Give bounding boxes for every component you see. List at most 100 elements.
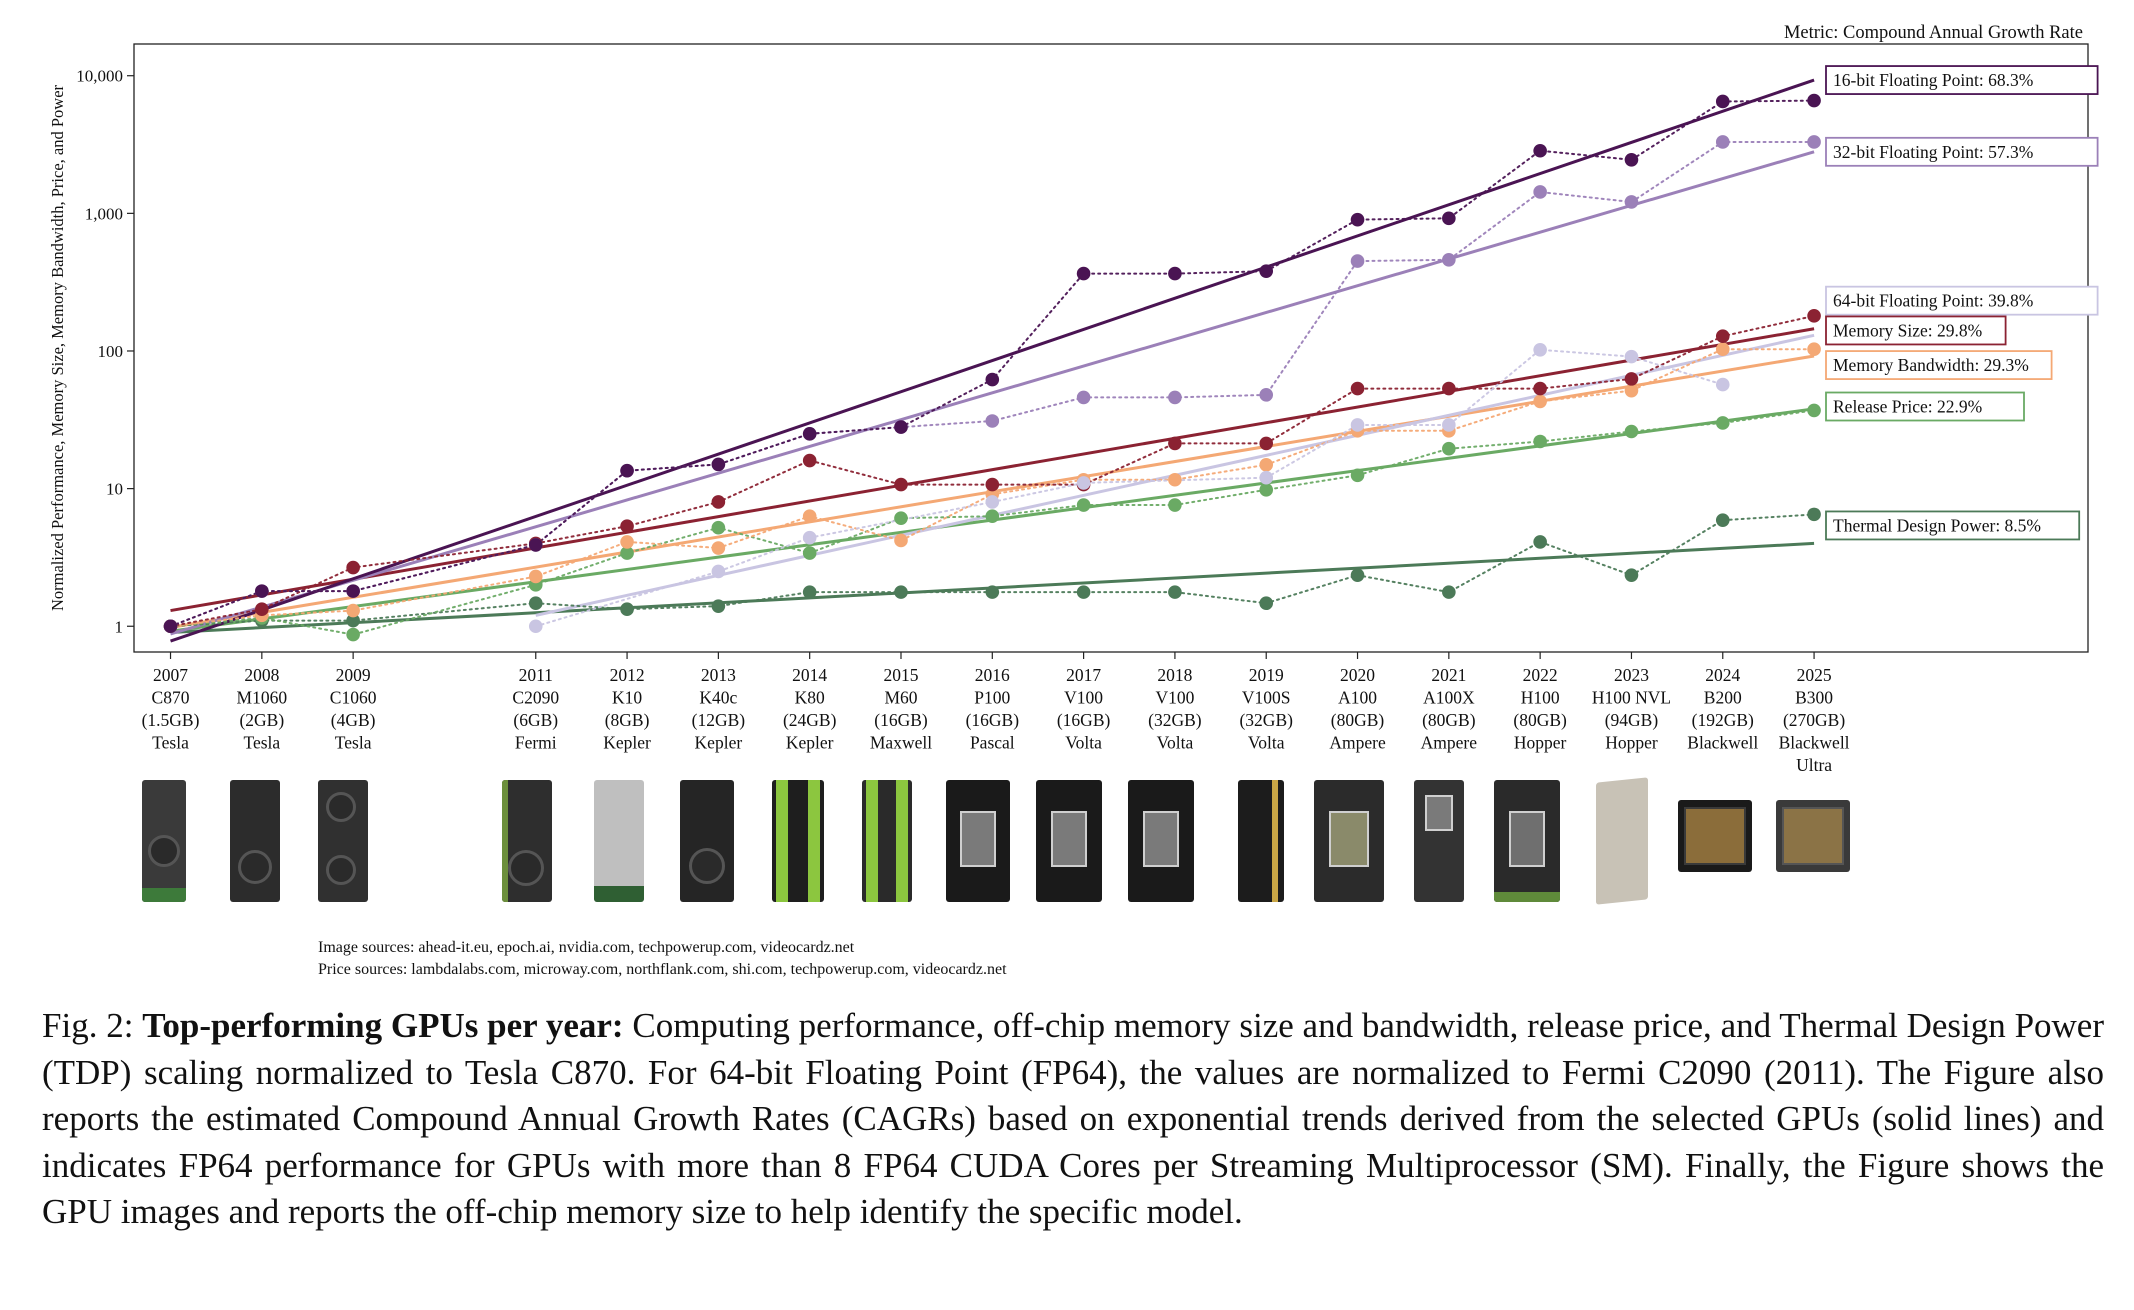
data-point-memory-size	[1168, 436, 1182, 451]
series-label-text: Thermal Design Power: 8.5%	[1833, 515, 2041, 535]
gpu-image-k80	[772, 780, 824, 902]
x-tick-line: C1060	[330, 688, 377, 708]
series-label-box	[1825, 315, 2007, 346]
x-tick-label-2007-c870: 2007 C870 (1.5GB) Tesla	[142, 665, 200, 753]
data-point-16-bit-floating-point	[1350, 212, 1365, 227]
x-tick-line: H100	[1521, 688, 1560, 708]
data-point-memory-bandwidth	[1807, 342, 1821, 357]
price-sources: Price sources: lambdalabs.com, microway.…	[318, 961, 1007, 978]
x-tick-line: Volta	[1065, 733, 1102, 753]
x-tick-line: (32GB)	[1239, 710, 1293, 730]
data-point-thermal-design-power	[620, 602, 634, 617]
data-point-thermal-design-power	[1533, 535, 1547, 549]
data-point-64-bit-floating-point	[711, 564, 726, 579]
data-point-thermal-design-power	[1807, 507, 1821, 522]
x-tick-line: 2017	[1066, 665, 1101, 685]
data-point-32-bit-floating-point	[1442, 252, 1456, 267]
x-tick-line: 2023	[1614, 665, 1649, 685]
data-point-thermal-design-power	[1076, 585, 1091, 599]
series-label-box	[1825, 136, 2099, 167]
data-point-16-bit-floating-point	[1533, 143, 1547, 158]
data-point-16-bit-floating-point	[255, 584, 269, 598]
x-tick-line: Fermi	[515, 733, 557, 753]
x-tick-label-2016-p100: 2016 P100 (16GB) Pascal	[966, 665, 1020, 753]
gpu-image-strip	[0, 777, 2134, 920]
data-point-64-bit-floating-point	[1259, 470, 1274, 485]
data-point-16-bit-floating-point	[163, 619, 178, 634]
gpu-image-c1060	[318, 780, 368, 902]
data-point-32-bit-floating-point	[1259, 388, 1274, 402]
series-labels: 16-bit Floating Point: 68.3% 32-bit Float…	[1825, 65, 2099, 541]
caption-title: Top-performing GPUs per year:	[142, 1006, 624, 1045]
x-tick-line: Tesla	[335, 733, 372, 753]
x-tick-line: Ampere	[1421, 733, 1478, 753]
x-tick-line: M1060	[237, 688, 288, 708]
data-point-thermal-design-power	[711, 599, 726, 613]
data-point-memory-bandwidth	[346, 603, 360, 618]
data-point-memory-size	[1350, 381, 1365, 396]
data-point-memory-size	[1259, 436, 1274, 451]
x-tick-line: Ultra	[1796, 755, 1832, 775]
data-point-release-price	[1350, 468, 1365, 483]
x-tick-line: (94GB)	[1605, 710, 1659, 730]
series-label-text: 16-bit Floating Point: 68.3%	[1833, 70, 2033, 90]
x-tick-line: Kepler	[786, 733, 834, 753]
series-path-memory-size	[169, 314, 1816, 628]
data-point-16-bit-floating-point	[1259, 264, 1274, 278]
x-tick-line: 2015	[883, 665, 918, 685]
data-point-memory-size	[711, 495, 726, 509]
x-tick-line: (16GB)	[1057, 710, 1111, 730]
series-label-memory-size: Memory Size: 29.8%	[1825, 315, 2007, 346]
gpu-image-v100s	[1238, 780, 1284, 902]
data-point-memory-size	[802, 453, 817, 468]
series-path-release-price	[169, 409, 1816, 636]
data-point-16-bit-floating-point	[802, 427, 817, 441]
series-label-text: Release Price: 22.9%	[1833, 397, 1982, 417]
data-point-16-bit-floating-point	[1624, 152, 1639, 167]
data-point-64-bit-floating-point	[1624, 349, 1639, 364]
gpu-image-p100	[946, 780, 1010, 902]
data-point-16-bit-floating-point	[1715, 94, 1730, 109]
x-tick-label-2023-h100-nvl: 2023 H100 NVL (94GB) Hopper	[1592, 665, 1671, 753]
x-tick-line: Hopper	[1514, 733, 1567, 753]
gpu-image-m1060	[230, 780, 280, 902]
trend-line-memory-size	[170, 327, 1815, 613]
data-point-memory-size	[255, 602, 269, 617]
data-point-memory-size	[1807, 309, 1821, 323]
metric-note: Metric: Compound Annual Growth Rate	[1784, 23, 2083, 43]
y-tick-label: 1,000	[85, 204, 123, 223]
x-tick-line: Ampere	[1329, 733, 1386, 753]
data-point-64-bit-floating-point	[1076, 476, 1091, 490]
x-tick-line: (80GB)	[1331, 710, 1385, 730]
data-point-release-price	[802, 546, 817, 560]
x-tick-label-2018-v100: 2018 V100 (32GB) Volta	[1148, 665, 1202, 753]
data-point-memory-bandwidth	[802, 509, 817, 524]
data-point-thermal-design-power	[1624, 568, 1639, 582]
series-label-thermal-design-power: Thermal Design Power: 8.5%	[1825, 510, 2081, 541]
x-tick-line: (16GB)	[874, 710, 928, 730]
y-tick-label: 1	[115, 617, 124, 636]
plot-frame	[133, 43, 2089, 653]
data-point-thermal-design-power	[894, 585, 908, 599]
data-point-64-bit-floating-point	[1533, 343, 1547, 357]
x-tick-line: (32GB)	[1148, 710, 1202, 730]
gpu-image-c870	[142, 780, 186, 902]
series-label-32-bit-floating-point: 32-bit Floating Point: 57.3%	[1825, 136, 2099, 167]
series-label-text: Memory Bandwidth: 29.3%	[1833, 355, 2029, 375]
x-tick-line: Hopper	[1605, 733, 1658, 753]
data-point-32-bit-floating-point	[985, 414, 1000, 428]
series-label-text: 32-bit Floating Point: 57.3%	[1833, 142, 2033, 162]
data-point-16-bit-floating-point	[1442, 211, 1456, 226]
x-tick-line: 2009	[336, 665, 371, 685]
x-tick-line: 2008	[244, 665, 279, 685]
x-tick-line: Volta	[1157, 733, 1194, 753]
x-tick-line: (80GB)	[1422, 710, 1476, 730]
data-point-release-price	[1168, 498, 1182, 512]
data-point-memory-size	[620, 519, 634, 534]
data-point-memory-bandwidth	[528, 569, 543, 584]
x-tick-line: A100X	[1423, 688, 1475, 708]
data-point-64-bit-floating-point	[985, 495, 1000, 509]
x-tick-line: (80GB)	[1513, 710, 1567, 730]
data-point-release-price	[1259, 483, 1274, 497]
gpu-image-v100-16gb	[1036, 780, 1102, 902]
